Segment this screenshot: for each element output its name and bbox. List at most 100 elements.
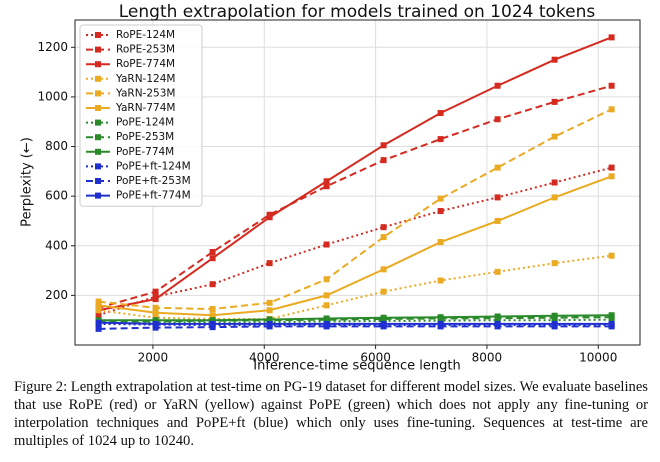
point-marker (209, 306, 216, 313)
legend-marker (95, 75, 101, 82)
y-axis-label: Perplexity (←) (20, 137, 35, 227)
point-marker (152, 320, 159, 327)
point-marker (323, 183, 330, 190)
series-line (98, 325, 612, 330)
series-line (98, 36, 612, 312)
point-marker (437, 239, 444, 246)
legend-marker (95, 134, 101, 141)
point-marker (494, 217, 501, 224)
legend-label: PoPE+ft-774M (116, 190, 191, 202)
point-marker (323, 315, 330, 322)
point-marker (437, 195, 444, 202)
point-marker (380, 288, 387, 295)
point-marker (152, 324, 159, 331)
point-marker (323, 178, 330, 185)
point-marker (608, 312, 615, 319)
chart: Length extrapolation for models trained … (20, 2, 641, 373)
legend-label: RoPE-774M (116, 58, 175, 70)
point-marker (608, 34, 615, 41)
point-marker (152, 317, 159, 324)
series-line (98, 314, 612, 322)
series-line (98, 254, 612, 320)
legend-label: PoPE-253M (116, 131, 174, 143)
point-marker (494, 116, 501, 123)
point-marker (494, 320, 501, 327)
point-marker (209, 317, 216, 324)
point-marker (380, 157, 387, 164)
series-line (98, 321, 612, 325)
x-tick-label: 10000 (579, 351, 617, 365)
y-tick-label: 800 (45, 139, 68, 153)
point-marker (437, 136, 444, 143)
point-marker (608, 106, 615, 113)
legend-marker (95, 90, 101, 97)
point-marker (152, 304, 159, 311)
point-marker (323, 276, 330, 283)
point-marker (266, 307, 273, 314)
point-marker (95, 319, 102, 326)
legend-marker (95, 119, 101, 126)
point-marker (209, 281, 216, 288)
legend-label: RoPE-124M (116, 29, 175, 41)
point-marker (608, 320, 615, 327)
point-marker (551, 312, 558, 319)
point-marker (551, 56, 558, 63)
point-marker (608, 252, 615, 259)
point-marker (437, 110, 444, 117)
point-marker (323, 302, 330, 309)
legend-marker (95, 46, 101, 53)
point-marker (494, 313, 501, 320)
point-marker (608, 82, 615, 89)
point-marker (608, 164, 615, 171)
point-marker (266, 299, 273, 306)
point-marker (266, 214, 273, 221)
y-tick-label: 600 (45, 189, 68, 203)
point-marker (551, 320, 558, 327)
figure-caption: Figure 2: Length extrapolation at test-t… (14, 379, 648, 449)
point-marker (551, 98, 558, 105)
y-tick-label: 400 (45, 238, 68, 252)
point-marker (209, 255, 216, 262)
point-marker (437, 320, 444, 327)
series-line (98, 84, 612, 309)
point-marker (152, 309, 159, 316)
x-tick-label: 2000 (138, 351, 169, 365)
series-line (98, 166, 612, 317)
x-tick-label: 6000 (360, 351, 391, 365)
legend-marker (95, 163, 101, 170)
point-marker (209, 320, 216, 327)
x-axis-label: Inference-time sequence length (253, 359, 461, 373)
point-marker (266, 320, 273, 327)
point-marker (152, 288, 159, 295)
legend: RoPE-124M RoPE-253M RoPE-774M YaRN-124M YaRN… (79, 24, 203, 207)
legend-marker (95, 148, 101, 155)
point-marker (323, 320, 330, 327)
series-line (98, 318, 612, 325)
point-marker (380, 142, 387, 149)
point-marker (95, 302, 102, 309)
legend-label: YaRN-253M (115, 87, 175, 99)
legend-marker (95, 192, 101, 199)
point-marker (437, 277, 444, 284)
x-tick-label: 8000 (472, 351, 503, 365)
point-marker (380, 314, 387, 321)
point-marker (266, 260, 273, 267)
point-marker (551, 133, 558, 140)
legend-label: PoPE-774M (116, 146, 174, 158)
point-marker (95, 307, 102, 314)
point-marker (95, 325, 102, 332)
y-tick-label: 200 (45, 288, 68, 302)
point-marker (608, 173, 615, 180)
point-marker (323, 241, 330, 248)
legend-label: PoPE+ft-124M (116, 160, 191, 172)
plot-frame (74, 19, 641, 346)
point-marker (209, 312, 216, 319)
series-line (98, 108, 613, 311)
point-marker (380, 320, 387, 327)
point-marker (437, 314, 444, 321)
point-marker (494, 268, 501, 275)
legend-box (79, 24, 203, 207)
legend-label: YaRN-774M (115, 102, 175, 114)
legend-label: RoPE-253M (116, 44, 175, 56)
